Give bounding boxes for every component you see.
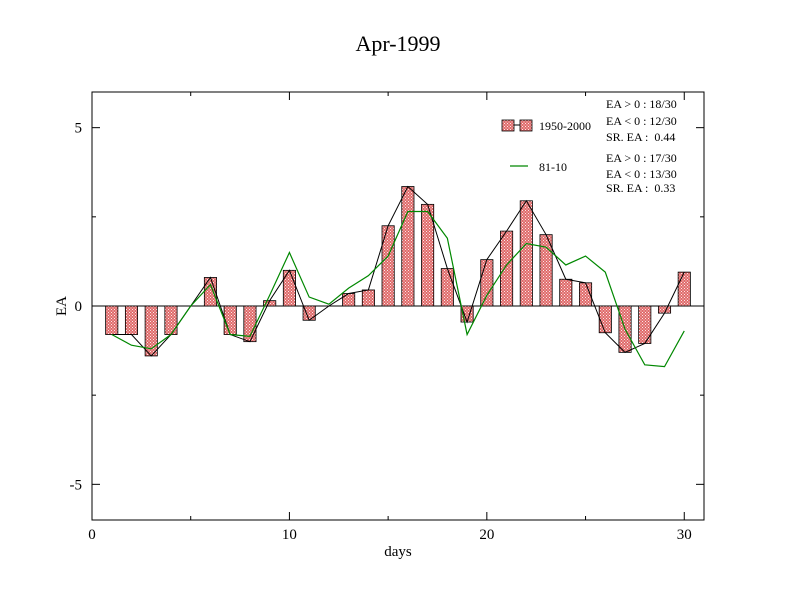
plot-frame	[91, 91, 705, 521]
bar	[638, 305, 652, 344]
legend-label-bars: 1950-2000	[539, 119, 591, 133]
bar	[105, 305, 119, 335]
bar	[598, 305, 612, 334]
bar	[342, 293, 356, 307]
stat-bars-sr: SR. EA : 0.44	[606, 130, 675, 144]
x-tick-label: 30	[677, 527, 692, 543]
stat-line-sr: SR. EA : 0.33	[606, 181, 675, 195]
stat-line-negative: EA < 0 : 13/30	[606, 167, 677, 181]
stat-bars-negative: EA < 0 : 12/30	[606, 114, 677, 128]
legend-bar-swatch-left	[501, 119, 515, 132]
bar	[440, 268, 454, 307]
bar	[164, 305, 178, 335]
y-tick-label: -5	[70, 477, 83, 493]
chart-title: Apr-1999	[355, 31, 440, 56]
x-tick-label: 10	[282, 527, 297, 543]
x-tick-label: 20	[479, 527, 494, 543]
bar	[559, 278, 573, 307]
stat-line-positive: EA > 0 : 17/30	[606, 151, 677, 165]
bar	[223, 305, 237, 335]
bar	[381, 225, 395, 307]
bar	[401, 186, 415, 307]
series-line-81-10	[111, 210, 685, 368]
bar	[124, 305, 139, 335]
x-axis-label: days	[384, 544, 412, 560]
bar	[282, 269, 296, 307]
y-tick-label: 5	[75, 121, 83, 137]
stat-bars-positive: EA > 0 : 18/30	[606, 97, 677, 111]
legend: 1950-2000 81-10 EA > 0 : 18/30 EA < 0 : …	[501, 97, 677, 195]
legend-label-line: 81-10	[539, 160, 567, 174]
legend-bar-swatch-right	[519, 119, 533, 132]
bar	[203, 277, 217, 307]
bar	[500, 230, 514, 307]
y-axis-label: EA	[54, 296, 70, 316]
bars-connector-line	[111, 185, 685, 357]
bar	[677, 271, 691, 307]
bar	[519, 200, 533, 307]
bar	[361, 289, 375, 307]
y-tick-label: 0	[75, 299, 83, 315]
x-tick-label: 0	[88, 527, 96, 543]
bar	[480, 259, 494, 307]
